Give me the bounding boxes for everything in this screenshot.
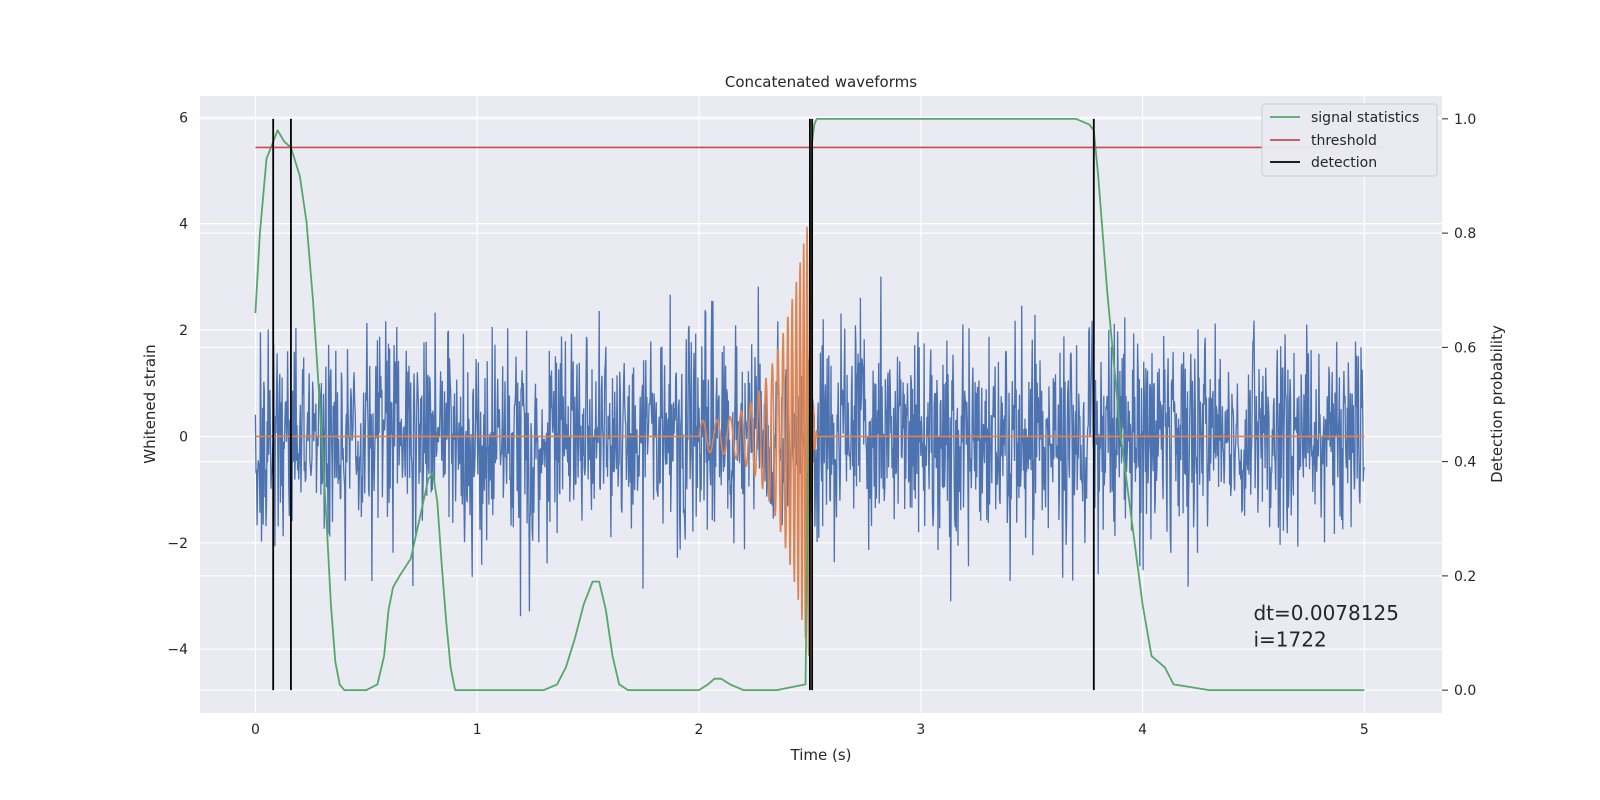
annotations: dt=0.0078125 i=1722	[1253, 601, 1398, 652]
y-right-tick-label: 0.2	[1454, 569, 1476, 585]
y-right-tick-label: 0.6	[1454, 340, 1476, 356]
axes: 0 1 2 3 4 5 −4 −2 0 2 4 6 0.0 0.2 0.4 0.6 0.8 1.0	[167, 110, 1476, 738]
y-left-tick-label: 0	[179, 429, 188, 445]
x-tick-label: 4	[1138, 722, 1147, 738]
legend-frame	[1261, 103, 1438, 177]
chart-title: Concatenated waveforms	[725, 73, 917, 91]
y-right-tick-label: 0.4	[1454, 455, 1476, 471]
x-tick-label: 1	[473, 722, 482, 738]
x-axis-label: Time (s)	[790, 746, 852, 764]
y-axis-label-right: Detection probability	[1488, 325, 1506, 483]
y-axis-label-left: Whitened strain	[141, 344, 159, 463]
y-left-tick-label: 6	[179, 110, 188, 126]
annotation-text: i=1722	[1253, 628, 1326, 652]
y-left-tick-label: 2	[179, 323, 188, 339]
legend-label-detection: detection	[1311, 155, 1377, 171]
data-layer	[254, 118, 1387, 691]
y-right-tick-label: 1.0	[1454, 112, 1476, 128]
x-tick-label: 0	[251, 722, 260, 738]
signal-statistics-line	[254, 118, 1365, 691]
x-tick-label: 2	[695, 722, 704, 738]
legend-label-signal-statistics: signal statistics	[1311, 110, 1419, 126]
y-right-tick-label: 0.0	[1454, 683, 1476, 699]
x-tick-label: 5	[1360, 722, 1369, 738]
annotation-text: dt=0.0078125	[1253, 601, 1398, 625]
legend: signal statistics threshold detection	[1261, 103, 1438, 177]
legend-label-threshold: threshold	[1311, 133, 1377, 149]
y-left-tick-label: −4	[167, 642, 188, 658]
y-left-tick-label: 4	[179, 217, 188, 233]
y-left-tick-label: −2	[167, 536, 188, 552]
y-right-tick-label: 0.8	[1454, 226, 1476, 242]
x-tick-label: 3	[916, 722, 925, 738]
